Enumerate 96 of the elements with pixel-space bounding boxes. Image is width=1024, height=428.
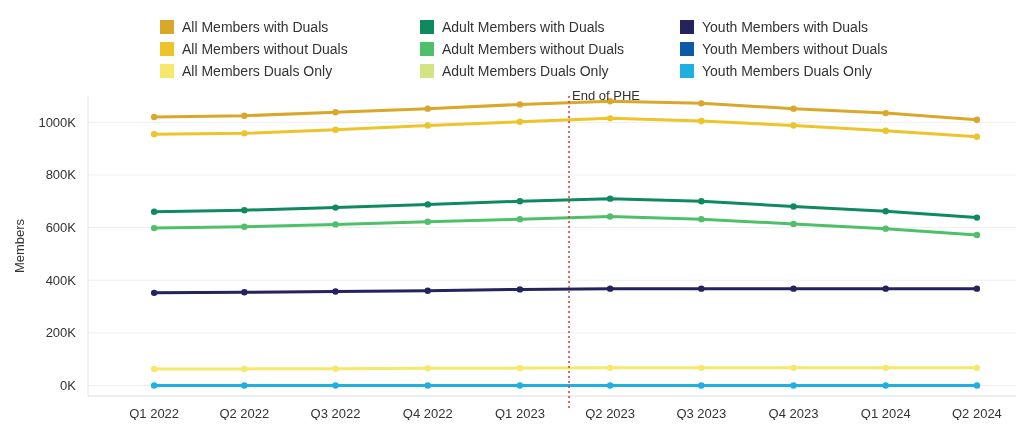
x-tick-label: Q2 2022 (219, 406, 270, 421)
point (424, 287, 431, 294)
y-tick-label: 800K (45, 167, 77, 183)
x-tick-label: Q2 2023 (585, 406, 636, 421)
point (973, 214, 981, 221)
point (790, 105, 797, 112)
legend-label: Adult Members Duals Only (442, 63, 609, 79)
point (424, 218, 431, 225)
x-tick-label: Q1 2024 (860, 406, 911, 421)
point (698, 215, 705, 223)
point (698, 364, 705, 372)
x-tick-label: Q3 2023 (676, 406, 727, 421)
point (790, 122, 797, 129)
legend-label: All Members with Duals (182, 19, 329, 35)
point (698, 198, 705, 205)
point (973, 116, 981, 123)
point (150, 365, 158, 373)
legend-label: Adult Members with Duals (442, 19, 605, 35)
point (332, 288, 339, 295)
point (150, 224, 158, 232)
point (882, 225, 889, 232)
legend-label: Adult Members without Duals (442, 41, 625, 57)
point (516, 286, 524, 293)
point (241, 130, 248, 137)
point (790, 220, 797, 228)
point (150, 208, 158, 215)
point (606, 364, 614, 372)
point (150, 130, 158, 138)
point (882, 109, 889, 117)
ref-line-label: End of PHE (572, 88, 641, 103)
point (332, 221, 339, 228)
y-tick-label: 1000K (38, 114, 77, 130)
point (516, 215, 524, 223)
point (606, 285, 614, 292)
y-tick-label: 0K (60, 378, 77, 394)
point (698, 117, 705, 125)
point (150, 113, 158, 121)
point (698, 382, 705, 389)
point (973, 285, 981, 292)
point (332, 109, 339, 116)
point (790, 364, 797, 372)
point (973, 382, 981, 389)
point (516, 101, 524, 108)
point (606, 382, 614, 389)
point (332, 382, 339, 389)
point (332, 126, 339, 133)
legend-label: All Members Duals Only (182, 63, 333, 79)
point (424, 105, 431, 112)
point (424, 382, 431, 389)
point (882, 127, 889, 134)
point (698, 100, 705, 107)
point (516, 364, 524, 372)
point (424, 122, 431, 129)
x-tick-label: Q3 2022 (310, 406, 361, 421)
point (606, 115, 614, 122)
x-tick-label: Q1 2022 (129, 406, 180, 421)
point (332, 365, 339, 372)
legend-label: Youth Members with Duals (702, 19, 869, 35)
point (606, 213, 614, 220)
point (241, 223, 248, 230)
point (516, 198, 524, 205)
point (606, 195, 614, 202)
point (241, 207, 248, 214)
point (973, 364, 981, 372)
point (882, 208, 889, 215)
point (882, 382, 889, 389)
y-tick-label: 600K (45, 220, 77, 236)
point (424, 201, 431, 208)
x-tick-label: Q4 2023 (768, 406, 819, 421)
point (516, 118, 524, 125)
point (332, 204, 339, 211)
x-tick-label: Q4 2022 (402, 406, 453, 421)
point (882, 285, 889, 292)
point (241, 382, 248, 389)
y-tick-label: 200K (45, 325, 77, 341)
legend-label: Youth Members without Duals (702, 41, 888, 57)
point (150, 289, 158, 297)
point (790, 285, 797, 292)
x-tick-label: Q2 2024 (951, 406, 1002, 421)
point (882, 364, 889, 372)
point (241, 289, 248, 296)
point (241, 365, 248, 373)
y-axis-title: Members (12, 218, 27, 274)
x-tick-label: Q1 2023 (494, 406, 545, 421)
point (790, 203, 797, 210)
point (150, 382, 158, 389)
point (424, 365, 431, 372)
point (516, 382, 524, 389)
point (698, 285, 705, 292)
y-tick-label: 400K (45, 272, 77, 288)
point (973, 133, 981, 140)
point (790, 382, 797, 389)
legend-label: All Members without Duals (182, 41, 348, 57)
legend-label: Youth Members Duals Only (702, 63, 872, 79)
point (241, 112, 248, 119)
point (973, 231, 981, 239)
